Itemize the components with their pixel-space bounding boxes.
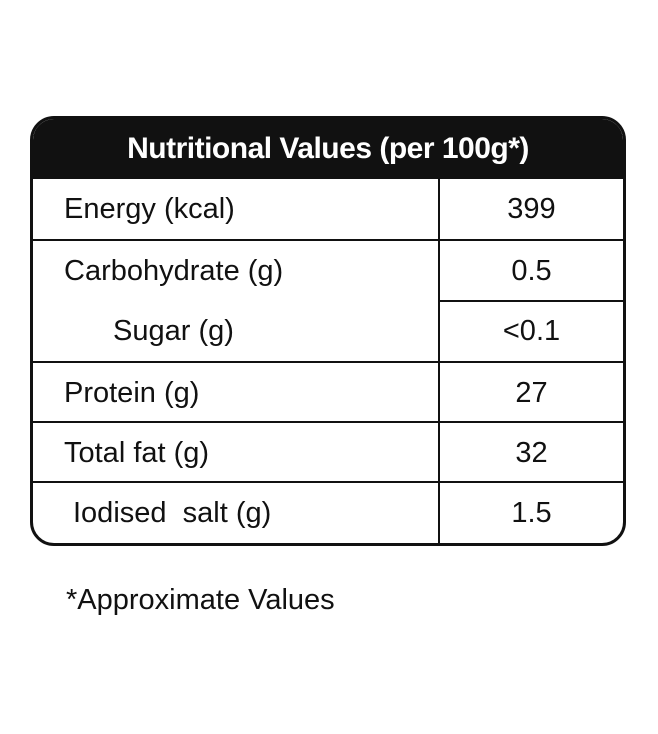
row-value: 1.5 (511, 497, 552, 529)
row-label: Energy (kcal) (64, 193, 235, 225)
table-title: Nutritional Values (per 100g*) (33, 119, 623, 179)
row-label: Sugar (g) (113, 315, 234, 347)
row-value: <0.1 (502, 315, 561, 347)
row-value: 399 (507, 193, 556, 225)
table-row-sugar: Sugar (g) <0.1 (33, 301, 623, 361)
row-label: Total fat (g) (64, 437, 210, 469)
row-value: 0.5 (511, 255, 552, 287)
row-label: Carbohydrate (g) (64, 255, 284, 287)
table-row-carbohydrate: Carbohydrate (g) 0.5 (33, 239, 623, 299)
table-body: Energy (kcal) 399 Carbohydrate (g) 0.5 S… (33, 179, 623, 543)
footnote: *Approximate Values (66, 584, 335, 616)
row-label: Iodised salt (g) (73, 497, 272, 529)
row-value: 27 (515, 377, 548, 409)
table-row-iodised-salt: Iodised salt (g) 1.5 (33, 481, 623, 543)
table-row-total-fat: Total fat (g) 32 (33, 421, 623, 481)
table-row-energy: Energy (kcal) 399 (33, 179, 623, 239)
row-label: Protein (g) (64, 377, 200, 409)
sub-row-divider (440, 300, 623, 302)
nutrition-table: Nutritional Values (per 100g*) Energy (k… (30, 116, 626, 546)
table-row-protein: Protein (g) 27 (33, 361, 623, 421)
row-value: 32 (515, 437, 548, 469)
